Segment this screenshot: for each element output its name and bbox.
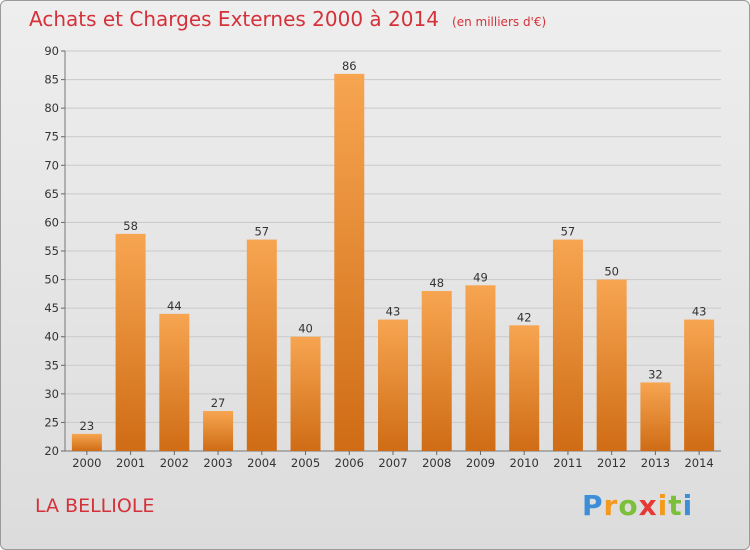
value-label-2006: 86 (342, 59, 357, 73)
value-label-2013: 32 (648, 367, 663, 381)
bar-2008 (421, 291, 452, 451)
brand-letter: P (582, 489, 604, 522)
x-tick-label-2012: 2012 (597, 456, 626, 470)
bar-2001 (115, 233, 146, 451)
labels: 20 25 30 35 40 45 50 55 60 65 70 75 80 85 90 23 2000 58 20… (44, 44, 713, 470)
y-tick-label: 90 (44, 44, 59, 58)
value-label-2011: 57 (561, 225, 576, 239)
bar-2003 (203, 411, 234, 451)
value-label-2003: 27 (211, 396, 226, 410)
bar-2011 (552, 239, 583, 451)
brand-letter: i (682, 489, 694, 522)
x-tick-label-2014: 2014 (684, 456, 713, 470)
x-tick-label-2007: 2007 (378, 456, 407, 470)
x-tick-label-2011: 2011 (553, 456, 582, 470)
y-tick-label: 40 (44, 330, 59, 344)
x-tick-label-2008: 2008 (422, 456, 451, 470)
y-tick-label: 20 (44, 444, 59, 458)
chart-subtitle: (en milliers d'€) (452, 15, 547, 29)
y-tick-label: 85 (44, 73, 59, 87)
bar-2010 (509, 325, 540, 451)
value-label-2012: 50 (604, 265, 619, 279)
x-tick-label-2001: 2001 (116, 456, 145, 470)
value-label-2005: 40 (298, 322, 313, 336)
x-tick-label-2009: 2009 (466, 456, 495, 470)
x-tick-label-2005: 2005 (291, 456, 320, 470)
y-tick-label: 35 (44, 358, 59, 372)
y-tick-label: 75 (44, 130, 59, 144)
y-tick-label: 30 (44, 387, 59, 401)
brand-logo: Proxiti (582, 489, 693, 522)
y-tick-label: 45 (44, 301, 59, 315)
brand-letter: x (638, 489, 658, 522)
bar-2014 (684, 319, 715, 451)
brand-letter: r (603, 489, 619, 522)
value-label-2002: 44 (167, 299, 182, 313)
y-tick-label: 25 (44, 415, 59, 429)
bar-2013 (640, 382, 671, 451)
y-tick-label: 60 (44, 215, 59, 229)
brand-letter: o (618, 489, 639, 522)
value-label-2007: 43 (386, 305, 401, 319)
bar-2009 (465, 285, 496, 451)
y-tick-label: 70 (44, 158, 59, 172)
x-tick-label-2002: 2002 (160, 456, 189, 470)
y-tick-label: 55 (44, 244, 59, 258)
x-tick-label-2003: 2003 (203, 456, 232, 470)
x-tick-label-2013: 2013 (641, 456, 670, 470)
brand-letter: t (668, 489, 683, 522)
bar-2006 (334, 73, 365, 451)
x-tick-label-2000: 2000 (72, 456, 101, 470)
bar-2004 (246, 239, 277, 451)
y-tick-label: 80 (44, 101, 59, 115)
value-label-2008: 48 (429, 276, 444, 290)
chart-title: Achats et Charges Externes 2000 à 2014 (29, 7, 439, 31)
value-label-2001: 58 (123, 219, 138, 233)
x-tick-label-2010: 2010 (510, 456, 539, 470)
value-label-2014: 43 (692, 305, 707, 319)
location-name: LA BELLIOLE (35, 495, 155, 517)
value-label-2009: 49 (473, 270, 488, 284)
value-label-2010: 42 (517, 310, 532, 324)
x-tick-label-2004: 2004 (247, 456, 276, 470)
bar-2007 (378, 319, 408, 451)
bar-2002 (159, 313, 190, 451)
value-label-2004: 57 (254, 225, 269, 239)
bar-2005 (290, 336, 321, 451)
x-tick-label-2006: 2006 (335, 456, 364, 470)
bar-2012 (596, 279, 627, 451)
value-label-2000: 23 (80, 419, 95, 433)
y-tick-label: 50 (44, 273, 59, 287)
bar-2000 (71, 433, 102, 451)
bars (71, 73, 715, 451)
brand-letter: i (657, 489, 669, 522)
title-line: Achats et Charges Externes 2000 à 2014 (… (29, 7, 546, 31)
y-tick-label: 65 (44, 187, 59, 201)
